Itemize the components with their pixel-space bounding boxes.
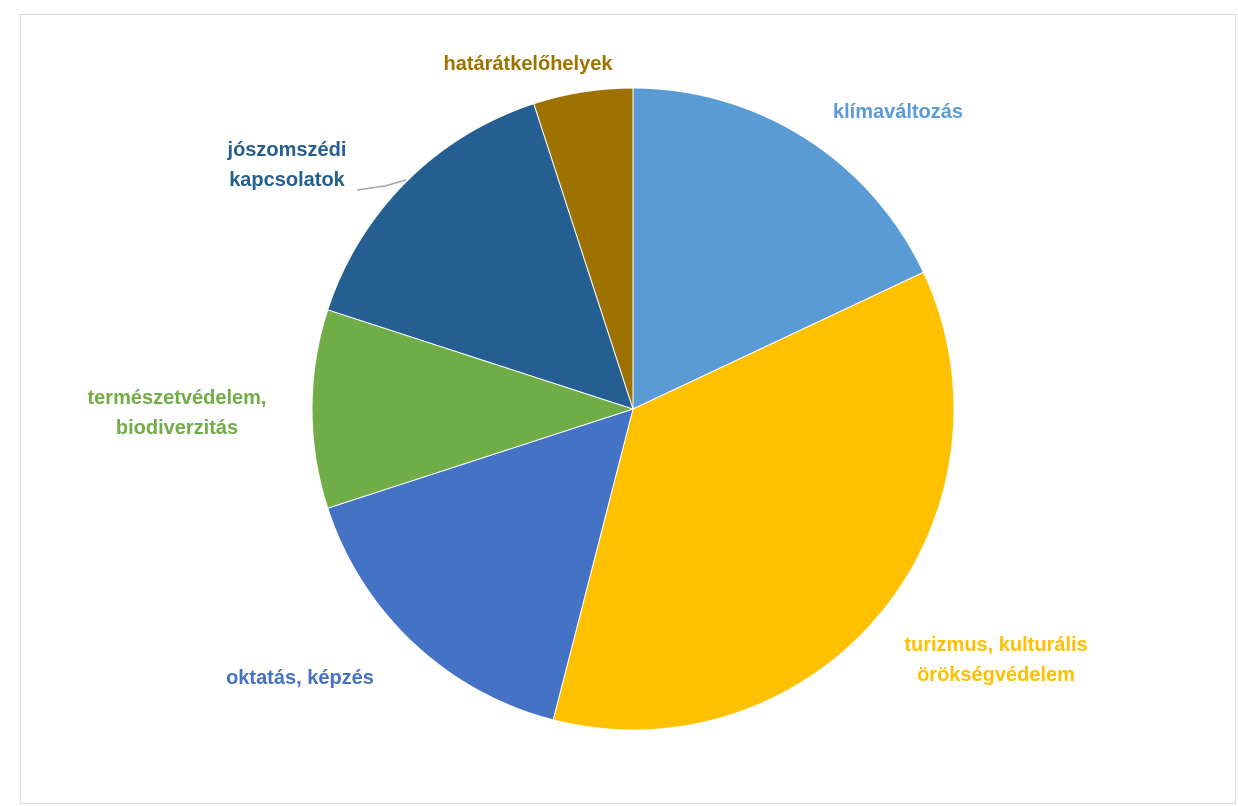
pie-slice: [327, 408, 634, 721]
slice-label: jószomszédi kapcsolatok: [227, 139, 347, 191]
slice-label-line: klímaváltozás: [833, 101, 963, 123]
pie-slice: [632, 87, 925, 410]
slice-label-line: kapcsolatok: [229, 169, 345, 191]
slice-label-line: természetvédelem,: [88, 387, 267, 409]
pie-slice: [327, 103, 634, 410]
slice-label-line: örökségvédelem: [917, 664, 1075, 686]
slice-label-line: oktatás, képzés: [226, 667, 374, 689]
slice-label-line: turizmus, kulturális: [904, 634, 1087, 656]
slice-label: természetvédelem, biodiverzitás: [88, 387, 267, 439]
slice-label: turizmus, kulturális örökségvédelem: [904, 634, 1087, 686]
pie-slice: [311, 309, 635, 509]
label-leader-line: [356, 179, 407, 191]
pie-slice: [533, 87, 634, 410]
slice-label-line: határátkelőhelyek: [444, 53, 614, 75]
slice-label: klímaváltozás: [833, 101, 963, 123]
slice-label: oktatás, képzés: [226, 667, 374, 689]
slice-labels: klímaváltozás turizmus, kulturális örökség…: [88, 53, 1088, 689]
slice-label: határátkelőhelyek: [444, 53, 614, 75]
slice-label-line: biodiverzitás: [116, 417, 238, 439]
slice-label-line: jószomszédi: [227, 139, 347, 161]
pie-slices: [311, 87, 955, 731]
pie-slice: [552, 271, 955, 731]
